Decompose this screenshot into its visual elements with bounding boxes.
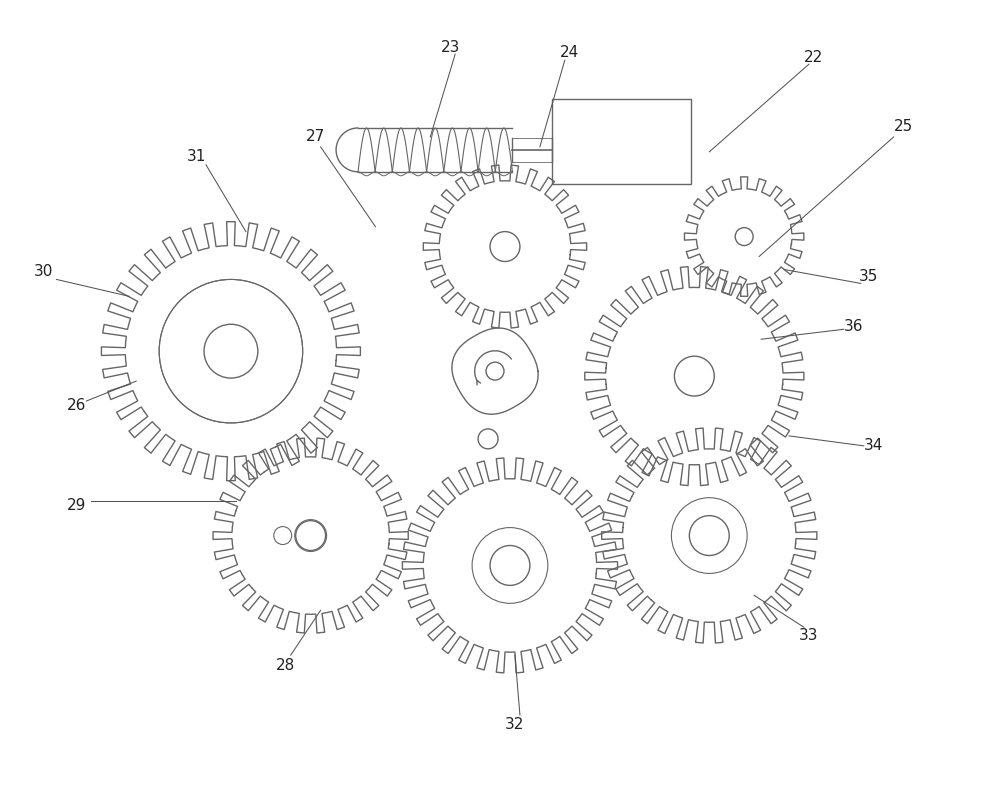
Text: 30: 30: [34, 264, 53, 279]
Text: 23: 23: [440, 40, 460, 54]
Text: 27: 27: [306, 130, 325, 144]
Text: 26: 26: [67, 398, 86, 414]
Text: 29: 29: [67, 498, 86, 513]
Text: 35: 35: [859, 269, 878, 284]
Text: 32: 32: [505, 718, 525, 732]
Text: 31: 31: [186, 149, 206, 165]
Bar: [552, 99, 691, 184]
Text: 28: 28: [276, 658, 295, 672]
Text: 34: 34: [864, 439, 883, 453]
Text: 24: 24: [560, 45, 579, 60]
Text: 36: 36: [844, 319, 864, 334]
Text: 25: 25: [894, 119, 913, 135]
Text: 22: 22: [804, 49, 824, 65]
Text: 33: 33: [799, 628, 819, 642]
